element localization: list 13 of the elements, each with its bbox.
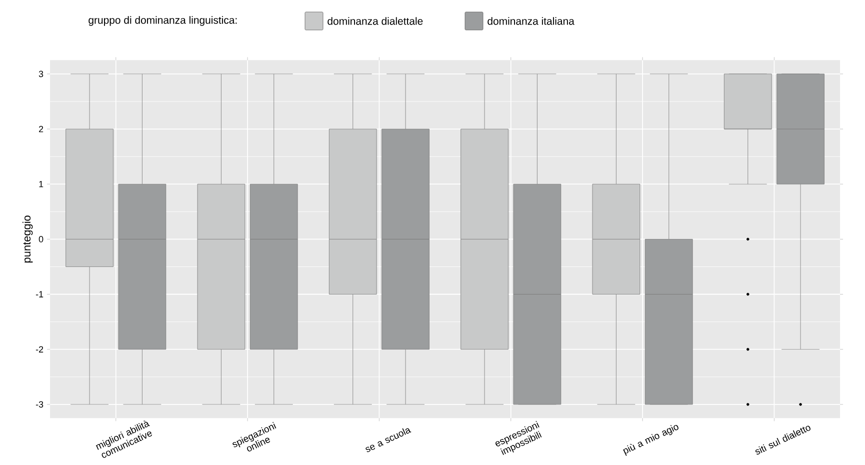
y-tick-label: 0 <box>38 236 44 242</box>
x-tick-label: se a scuola <box>366 428 412 452</box>
y-tick-label: -3 <box>36 401 44 408</box>
y-tick-label: 2 <box>38 126 44 132</box>
legend-label: dominanza italiana <box>488 17 574 25</box>
y-axis-title: punteggio <box>22 216 33 263</box>
y-tick-label: -2 <box>36 346 44 352</box>
x-tick-label: più a mio agio <box>623 425 678 456</box>
legend-label: dominanza dialettale <box>328 17 423 25</box>
y-tick-label: 1 <box>39 181 44 188</box>
y-tick-label: -1 <box>36 291 44 298</box>
y-tick-label: 3 <box>38 70 44 78</box>
legend-title: gruppo di dominanza linguistica: <box>88 16 237 26</box>
